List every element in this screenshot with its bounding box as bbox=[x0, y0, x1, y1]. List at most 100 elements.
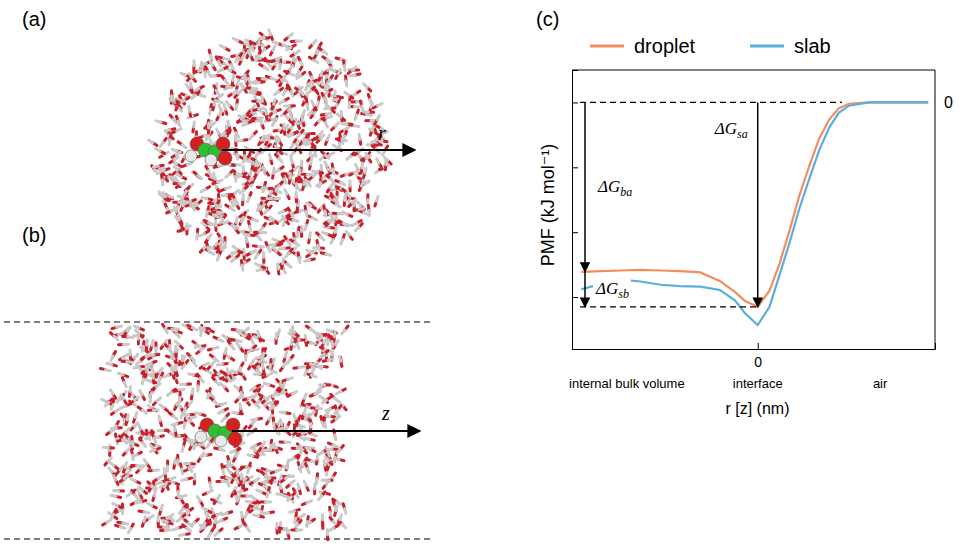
water-hydrogen bbox=[208, 171, 211, 175]
water-hydrogen bbox=[156, 121, 161, 122]
water-hydrogen bbox=[300, 90, 303, 94]
water-hydrogen bbox=[175, 341, 179, 344]
water-hydrogen bbox=[313, 40, 316, 44]
water-hydrogen bbox=[166, 466, 169, 471]
water-hydrogen bbox=[232, 411, 237, 415]
water-hydrogen bbox=[181, 356, 184, 361]
water-hydrogen bbox=[251, 360, 254, 364]
water-hydrogen bbox=[251, 91, 256, 92]
water-hydrogen bbox=[243, 123, 248, 125]
water-hydrogen bbox=[264, 511, 269, 515]
water-hydrogen bbox=[287, 460, 288, 465]
water-hydrogen bbox=[343, 196, 347, 201]
water-oxygen bbox=[284, 475, 289, 478]
water-hydrogen bbox=[232, 251, 237, 254]
water-hydrogen bbox=[160, 405, 164, 408]
water-hydrogen bbox=[114, 489, 119, 492]
water-hydrogen bbox=[334, 215, 337, 220]
water-hydrogen bbox=[296, 232, 300, 237]
slab-schematic bbox=[4, 322, 430, 540]
water-hydrogen bbox=[258, 236, 261, 240]
water-hydrogen bbox=[283, 221, 285, 225]
water-hydrogen bbox=[173, 416, 177, 419]
water-hydrogen bbox=[251, 251, 255, 253]
water-hydrogen bbox=[343, 136, 345, 141]
water-hydrogen bbox=[323, 460, 327, 465]
water-hydrogen bbox=[156, 384, 160, 387]
water-hydrogen bbox=[204, 72, 207, 77]
water-hydrogen bbox=[213, 215, 218, 217]
water-hydrogen bbox=[186, 510, 189, 515]
water-hydrogen bbox=[345, 509, 346, 514]
water-hydrogen bbox=[145, 340, 149, 345]
water-hydrogen bbox=[264, 138, 268, 141]
water-hydrogen bbox=[307, 250, 312, 251]
water-hydrogen bbox=[285, 125, 289, 129]
water-hydrogen bbox=[272, 117, 277, 121]
water-hydrogen bbox=[264, 109, 268, 114]
water-hydrogen bbox=[370, 99, 372, 104]
water-hydrogen bbox=[273, 248, 277, 252]
water-hydrogen bbox=[286, 253, 289, 257]
water-hydrogen bbox=[284, 104, 289, 107]
water-hydrogen bbox=[278, 64, 282, 69]
water-hydrogen bbox=[300, 210, 305, 211]
water-hydrogen bbox=[148, 405, 152, 408]
water-hydrogen bbox=[118, 333, 123, 335]
water-hydrogen bbox=[336, 506, 337, 511]
water-hydrogen bbox=[337, 502, 341, 505]
water-hydrogen bbox=[331, 179, 335, 182]
water-hydrogen bbox=[219, 111, 221, 115]
water-hydrogen bbox=[300, 161, 303, 166]
solute-atom bbox=[216, 137, 230, 151]
water-hydrogen bbox=[307, 173, 312, 176]
water-hydrogen bbox=[276, 264, 280, 269]
water-hydrogen bbox=[258, 169, 261, 173]
water-hydrogen bbox=[204, 134, 209, 136]
water-oxygen bbox=[339, 357, 343, 362]
water-hydrogen bbox=[247, 197, 249, 202]
water-hydrogen bbox=[277, 493, 282, 496]
water-hydrogen bbox=[213, 347, 218, 348]
water-hydrogen bbox=[184, 191, 187, 195]
water-hydrogen bbox=[147, 503, 151, 505]
water-hydrogen bbox=[340, 362, 344, 367]
water-hydrogen bbox=[207, 371, 211, 374]
water-hydrogen bbox=[245, 43, 249, 45]
water-hydrogen bbox=[334, 199, 337, 203]
water-hydrogen bbox=[277, 393, 281, 396]
water-hydrogen bbox=[311, 375, 316, 377]
water-hydrogen bbox=[181, 383, 186, 386]
water-hydrogen bbox=[327, 59, 331, 62]
water-hydrogen bbox=[120, 466, 123, 470]
water-hydrogen bbox=[181, 182, 185, 185]
water-hydrogen bbox=[326, 254, 331, 255]
water-hydrogen bbox=[175, 217, 178, 221]
water-hydrogen bbox=[253, 173, 257, 178]
water-hydrogen bbox=[211, 123, 215, 126]
water-hydrogen bbox=[153, 408, 158, 411]
water-hydrogen bbox=[161, 180, 165, 185]
water-hydrogen bbox=[257, 269, 262, 270]
water-hydrogen bbox=[235, 386, 239, 389]
water-hydrogen bbox=[151, 445, 154, 449]
water-hydrogen bbox=[134, 326, 139, 328]
water-hydrogen bbox=[137, 489, 139, 493]
water-hydrogen bbox=[254, 81, 259, 85]
water-hydrogen bbox=[281, 259, 285, 264]
water-hydrogen bbox=[199, 331, 203, 336]
water-hydrogen bbox=[149, 140, 153, 143]
water-hydrogen bbox=[290, 511, 295, 512]
water-hydrogen bbox=[210, 55, 211, 60]
water-hydrogen bbox=[329, 220, 334, 224]
water-hydrogen bbox=[276, 186, 279, 190]
water-hydrogen bbox=[328, 67, 332, 70]
water-hydrogen bbox=[321, 71, 323, 76]
water-hydrogen bbox=[163, 193, 166, 197]
water-hydrogen bbox=[338, 70, 340, 74]
water-hydrogen bbox=[122, 358, 126, 361]
water-hydrogen bbox=[328, 451, 329, 456]
water-hydrogen bbox=[158, 476, 162, 479]
water-hydrogen bbox=[311, 412, 315, 415]
water-hydrogen bbox=[279, 158, 282, 162]
